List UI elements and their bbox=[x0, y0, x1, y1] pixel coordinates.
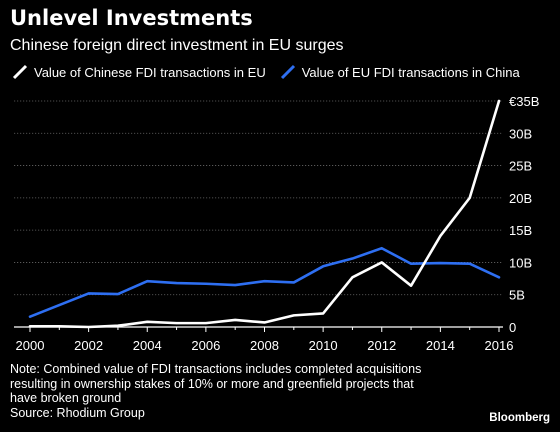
note-line: resulting in ownership stakes of 10% or … bbox=[10, 376, 414, 391]
grid-layer bbox=[14, 100, 503, 296]
legend-label-eu-fdi: Value of EU FDI transactions in China bbox=[301, 64, 520, 80]
y-tick-label: 0 bbox=[509, 320, 516, 335]
y-tick-label: €35B bbox=[509, 94, 539, 109]
y-tick-label: 30B bbox=[509, 126, 532, 141]
legend: Value of Chinese FDI transactions in EU … bbox=[12, 64, 534, 80]
bloomberg-logo: Bloomberg bbox=[489, 412, 550, 424]
legend-swatch-chinese-fdi bbox=[12, 64, 28, 80]
line-chart: 0 5B 10B 15B 20B 25B 30B €35B 2000 2002 2004 2006 20… bbox=[14, 94, 540, 353]
x-tick-label: 2006 bbox=[191, 338, 220, 353]
y-tick-label: 15B bbox=[509, 223, 532, 238]
x-tick-label: 2016 bbox=[485, 338, 514, 353]
x-tick-label: 2008 bbox=[250, 338, 279, 353]
chart-title: Unlevel Investments bbox=[10, 6, 253, 30]
x-tick-label: 2012 bbox=[367, 338, 396, 353]
legend-label-chinese-fdi: Value of Chinese FDI transactions in EU bbox=[34, 64, 266, 80]
x-tick-label: 2004 bbox=[133, 338, 162, 353]
source-text: Source: Rhodium Group bbox=[10, 405, 145, 420]
series-line-eu-fdi bbox=[28, 246, 501, 318]
label-layer: 0 5B 10B 15B 20B 25B 30B €35B 2000 2002 2004 2006 20… bbox=[16, 94, 540, 353]
legend-swatch-eu-fdi bbox=[280, 64, 296, 80]
chart-subtitle: Chinese foreign direct investment in EU … bbox=[10, 37, 344, 54]
series-line-chinese-fdi bbox=[28, 99, 501, 329]
x-tick-label: 2002 bbox=[74, 338, 103, 353]
x-tick-label: 2000 bbox=[16, 338, 45, 353]
note-line: Note: Combined value of FDI transactions… bbox=[10, 362, 422, 376]
legend-item-eu-fdi: Value of EU FDI transactions in China bbox=[280, 64, 520, 80]
chart-note: Note: Combined value of FDI transactions… bbox=[10, 362, 500, 420]
y-tick-label: 10B bbox=[509, 255, 532, 270]
y-tick-label: 20B bbox=[509, 191, 532, 206]
series-layer bbox=[28, 99, 501, 329]
y-tick-label: 5B bbox=[509, 288, 525, 303]
x-tick-label: 2010 bbox=[309, 338, 338, 353]
y-tick-label: 25B bbox=[509, 159, 532, 174]
legend-item-chinese-fdi: Value of Chinese FDI transactions in EU bbox=[12, 64, 266, 80]
x-tick-label: 2014 bbox=[426, 338, 455, 353]
note-line: have broken ground bbox=[10, 391, 122, 405]
